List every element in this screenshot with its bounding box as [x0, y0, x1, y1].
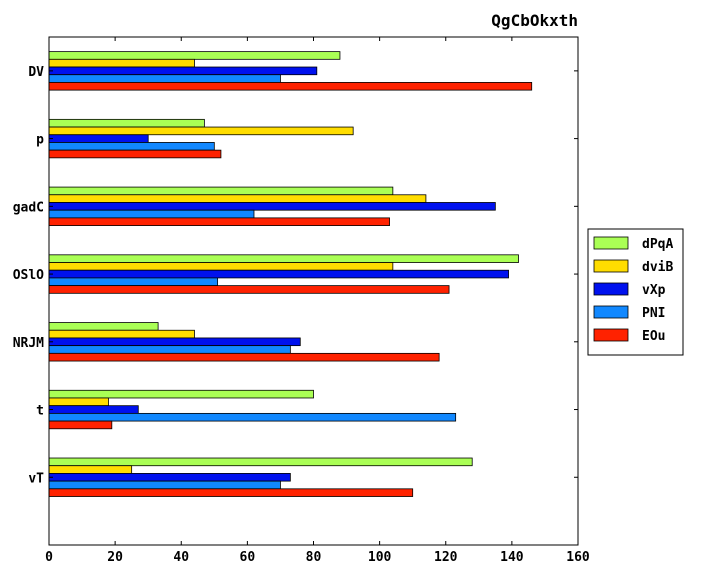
- legend: dPqA dviB vXp PNI EOu: [587, 228, 684, 356]
- bar-dPqA-OSlO: [48, 254, 519, 263]
- legend-swatch-PNI: [593, 305, 629, 319]
- x-tick-label: 80: [306, 550, 322, 565]
- bar-dviB-t: [48, 397, 109, 407]
- legend-swatch-EOu: [593, 328, 629, 342]
- legend-label-vXp: vXp: [642, 283, 666, 298]
- bar-PNI-OSlO: [48, 277, 219, 287]
- bar-dviB-gadC: [48, 194, 427, 203]
- x-tick-label: 60: [240, 550, 256, 565]
- chart-title: QgCbOkxth: [491, 11, 578, 30]
- bar-EOu-t: [48, 420, 113, 430]
- bar-vXp-p: [48, 134, 149, 143]
- x-tick-label: 120: [434, 550, 458, 565]
- x-tick-label: 100: [368, 550, 392, 565]
- bar-dPqA-t: [48, 389, 314, 399]
- bar-PNI-vT: [48, 480, 281, 490]
- bar-PNI-gadC: [48, 209, 255, 219]
- bar-PNI-NRJM: [48, 345, 291, 354]
- y-tick-label: NRJM: [13, 336, 44, 351]
- bar-PNI-p: [48, 142, 215, 151]
- bar-dPqA-NRJM: [48, 322, 159, 331]
- x-tick-label: 140: [500, 550, 524, 565]
- bar-dviB-OSlO: [48, 262, 394, 271]
- legend-swatch-dPqA: [593, 236, 629, 250]
- y-tick-label: OSlO: [13, 268, 44, 283]
- bar-vXp-vT: [48, 473, 291, 482]
- bar-EOu-p: [48, 149, 222, 159]
- x-tick-label: 20: [107, 550, 123, 565]
- ticks-layer: DV p gadC OSlO NRJM t vT 0 20 40 60 80 100 120 140 160: [13, 37, 590, 565]
- bar-dPqA-gadC: [48, 186, 394, 196]
- y-tick-label: p: [36, 133, 44, 148]
- legend-swatch-vXp: [593, 282, 629, 296]
- bar-dPqA-DV: [48, 51, 341, 60]
- bar-EOu-DV: [48, 82, 533, 91]
- x-tick-label: 40: [173, 550, 189, 565]
- bar-dviB-DV: [48, 58, 195, 68]
- legend-label-EOu: EOu: [642, 329, 665, 344]
- x-tick-label: 0: [45, 550, 53, 565]
- legend-label-dPqA: dPqA: [642, 237, 673, 252]
- y-tick-label: DV: [28, 65, 44, 80]
- y-tick-label: t: [36, 404, 44, 419]
- bar-vXp-gadC: [48, 202, 496, 211]
- bar-vXp-DV: [48, 66, 318, 76]
- bar-vXp-NRJM: [48, 337, 301, 347]
- y-tick-label: gadC: [13, 200, 44, 215]
- x-tick-label: 160: [566, 550, 590, 565]
- bar-EOu-vT: [48, 488, 414, 497]
- bar-dviB-vT: [48, 465, 133, 474]
- bar-PNI-DV: [48, 74, 281, 83]
- legend-swatch-dviB: [593, 259, 629, 273]
- bar-PNI-t: [48, 412, 457, 422]
- bar-vXp-OSlO: [48, 269, 509, 279]
- bars-layer: [48, 51, 533, 497]
- bar-EOu-NRJM: [48, 352, 440, 362]
- bar-dviB-p: [48, 126, 354, 136]
- bar-vXp-t: [48, 405, 139, 414]
- bar-dPqA-p: [48, 118, 205, 128]
- legend-label-PNI: PNI: [642, 306, 665, 321]
- y-tick-label: vT: [28, 471, 44, 486]
- bar-dviB-NRJM: [48, 329, 195, 339]
- bar-dPqA-vT: [48, 457, 473, 467]
- bar-EOu-OSlO: [48, 285, 450, 294]
- legend-label-dviB: dviB: [642, 260, 673, 275]
- bar-EOu-gadC: [48, 217, 390, 226]
